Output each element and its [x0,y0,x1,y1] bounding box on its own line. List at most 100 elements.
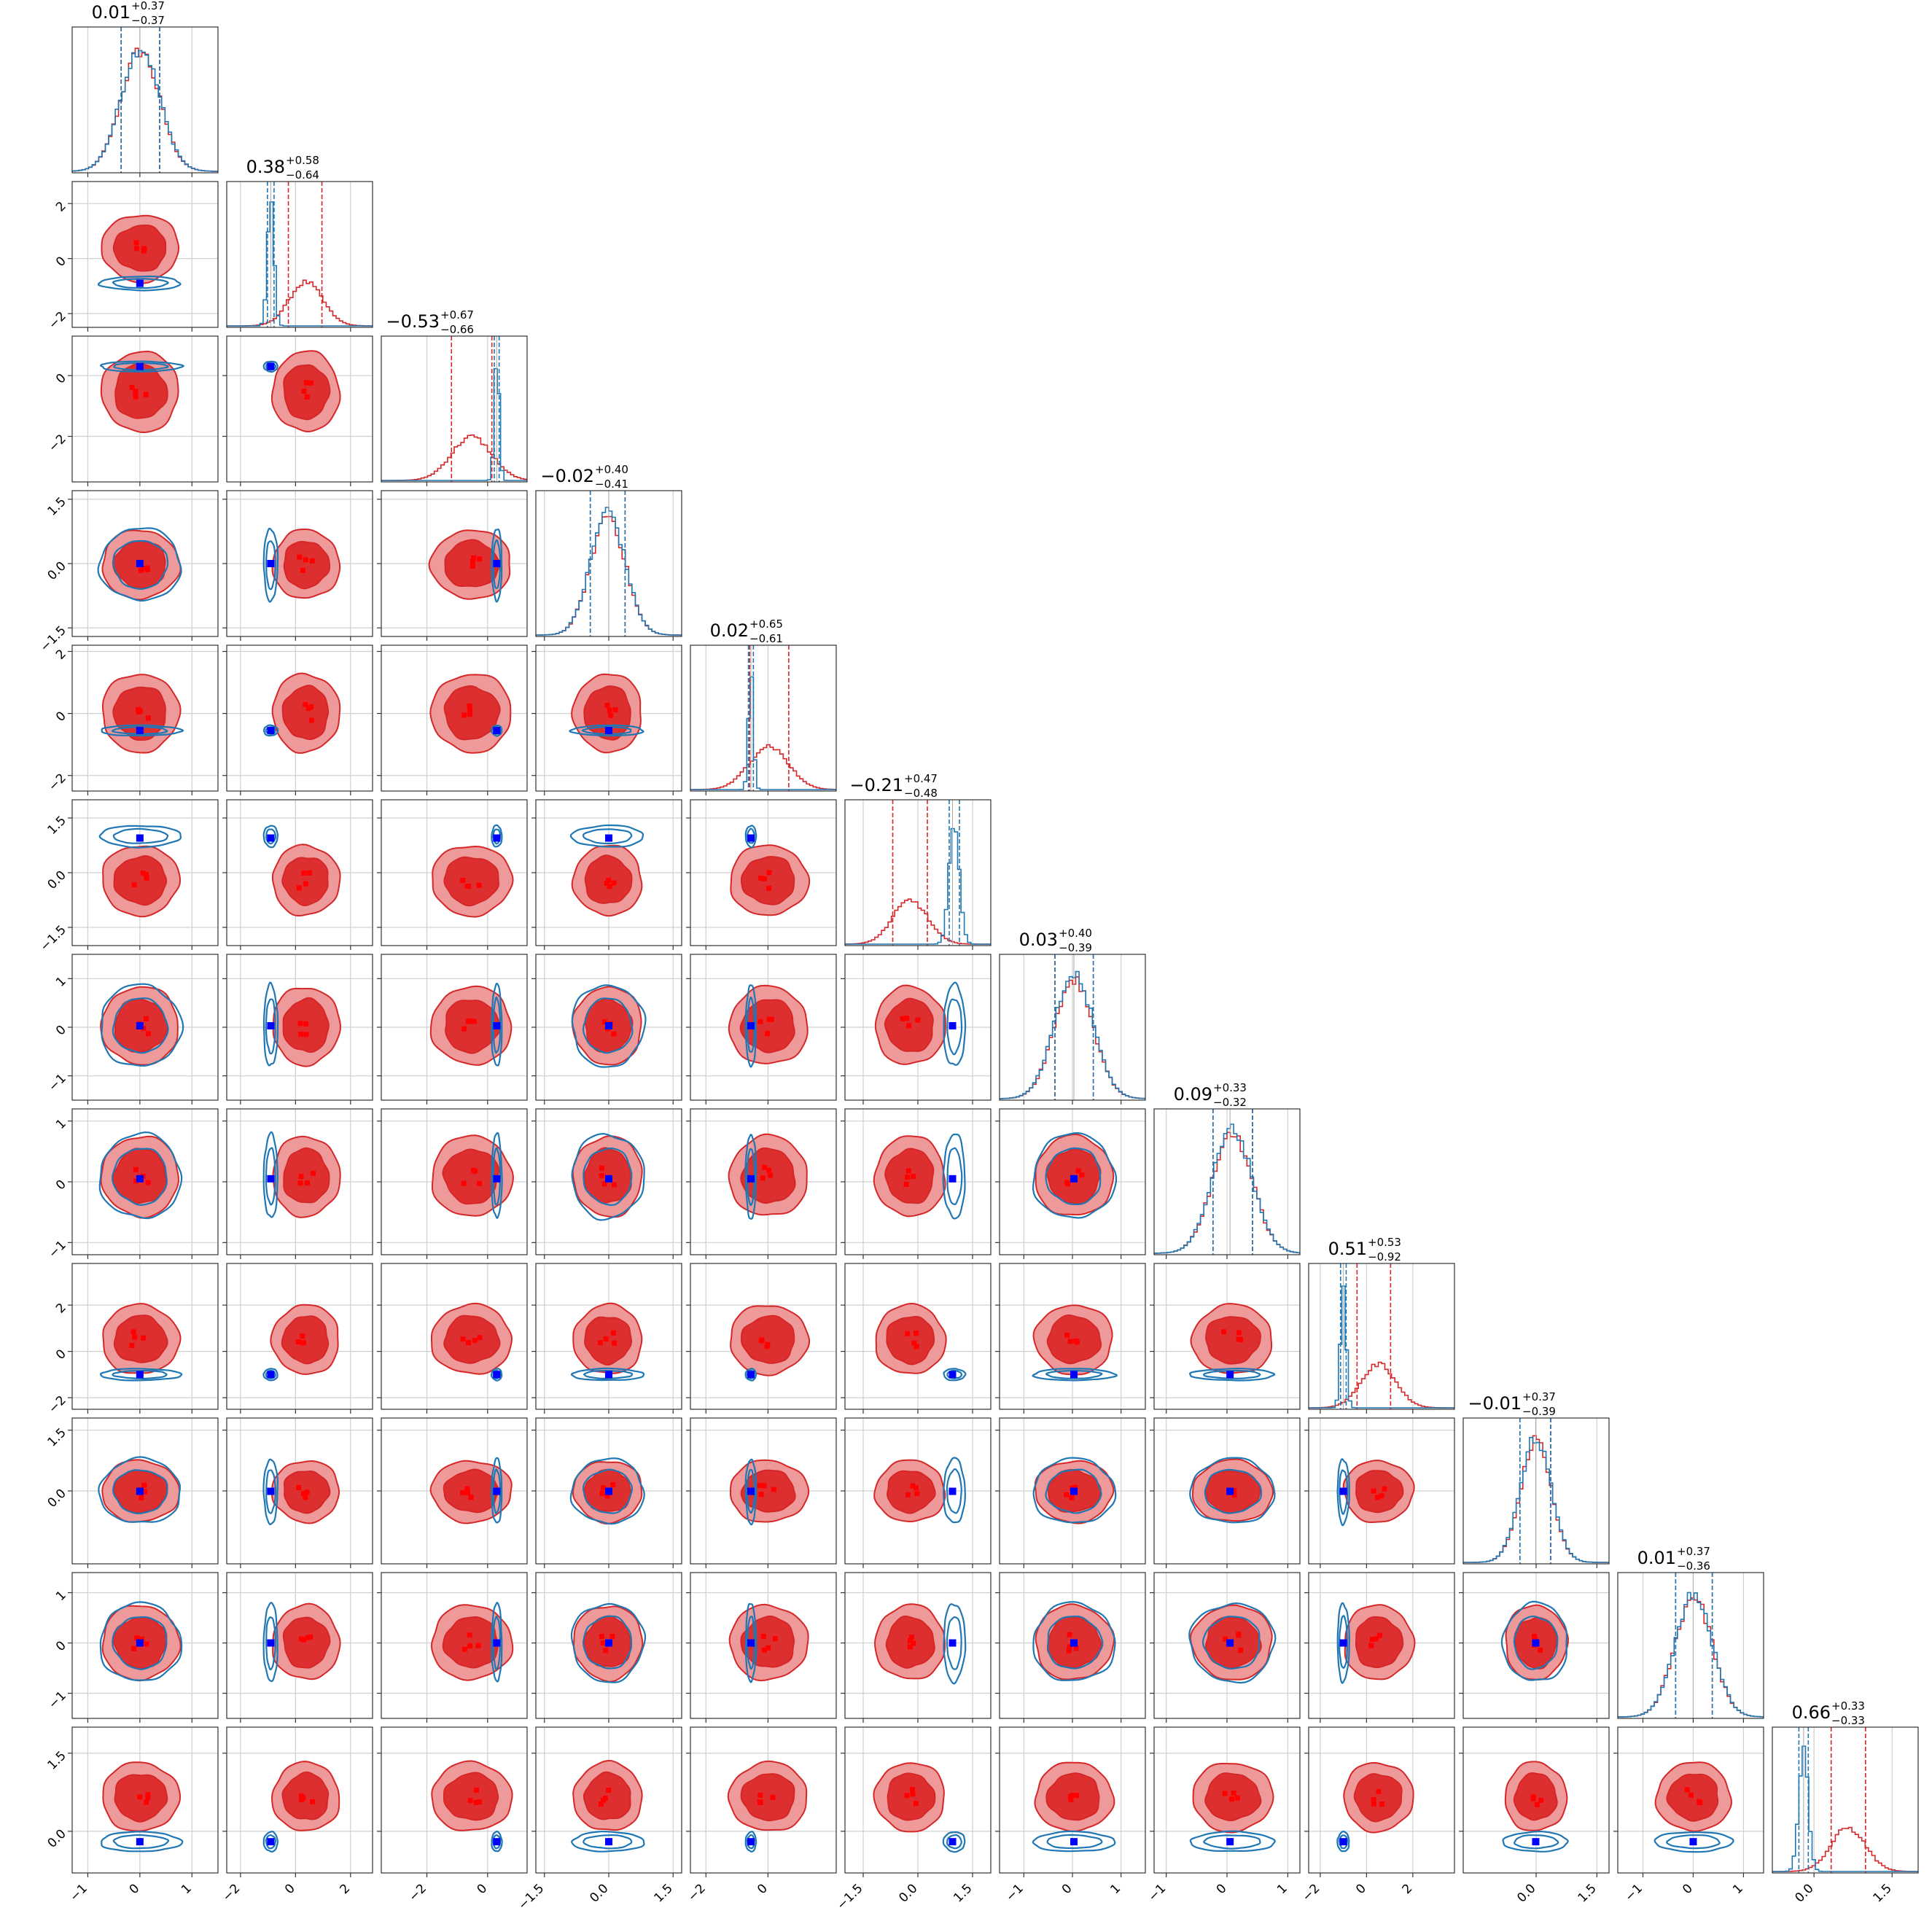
red-marker [308,380,314,386]
blue-contour-inner [583,1147,633,1207]
contour-panel-11-3: −1.5 0.0 1.5 [515,1726,682,1913]
red-marker [464,1486,470,1492]
blue-contour-inner [111,1148,168,1207]
title-minus: −0.48 [904,787,938,800]
title-plus: +0.53 [1368,1236,1401,1249]
contour-panel-4-1 [222,644,373,795]
title-minus: −0.36 [1677,1559,1710,1573]
red-marker [467,1632,472,1638]
red-marker [1236,1632,1242,1637]
blue-contour-inner [582,1615,633,1670]
red-marker [914,1491,920,1497]
blue-contour-inner [1338,1615,1348,1669]
red-marker [461,1180,467,1186]
histogram-panel-10: 0.01 +0.37−0.36 [1617,1545,1764,1723]
red-marker [597,1340,603,1346]
truth-marker [1339,1487,1347,1495]
blue-contour-outer [491,1831,503,1853]
red-marker [138,567,144,573]
truth-marker [605,1639,612,1647]
red-marker [141,1482,147,1488]
contour-panel-7-1 [222,1108,373,1259]
blue-contour-outer [490,1457,503,1524]
title-minus: −0.39 [1059,941,1092,954]
red-marker [911,1340,917,1346]
x-tick-label: 1 [1274,1881,1290,1897]
title-minus: −0.92 [1368,1250,1401,1263]
red-marker [766,870,772,876]
blue-contour-inner [583,1834,633,1850]
title-plus: +0.37 [1522,1390,1556,1403]
panel-frame [381,335,528,483]
red-marker [603,1336,609,1342]
panel-title-7: 0.09 +0.33 −0.32 [1174,1081,1247,1109]
red-marker [910,1787,915,1793]
red-marker [604,1493,610,1499]
contour-panel-9-8 [1304,1417,1455,1568]
truth-marker [747,1371,755,1379]
blue-contour-outer [942,1133,966,1220]
y-tick-label: 0 [53,1347,69,1363]
contour-panel-6-2 [377,954,528,1105]
truth-marker [1226,1838,1234,1846]
y-tick-label: 1 [53,1588,69,1604]
red-marker [1221,1329,1227,1335]
red-marker [143,392,149,397]
red-marker [1373,1636,1379,1642]
red-marker [304,1180,310,1185]
contour-panel-8-2 [377,1263,528,1414]
contour-panel-10-7 [1150,1572,1301,1723]
blue-contour-outer [1032,1601,1116,1681]
red-marker [1075,1168,1081,1174]
red-contour-inner [740,855,795,905]
y-tick-label: −1 [46,1071,69,1094]
truth-marker [493,1175,501,1183]
title-plus: +0.67 [440,308,474,322]
blue-contour-inner [112,1469,168,1515]
red-marker [131,1329,136,1335]
blue-contour-inner [1045,1468,1102,1514]
red-marker [1371,1488,1376,1494]
contour-panel-11-2: −2 0 [377,1726,528,1904]
red-marker [300,1491,306,1497]
red-histogram [690,744,836,791]
title-plus: +0.47 [904,772,938,785]
histogram-panel-0: 0.01 +0.37 −0.37 [71,0,219,177]
red-marker [772,1636,778,1642]
truth-marker [1689,1838,1697,1846]
blue-contour-outer [569,824,644,848]
red-marker [298,1174,304,1180]
red-marker [1684,1787,1690,1793]
red-marker [144,876,149,881]
y-tick-label: 0.0 [45,559,69,583]
red-marker [1530,1794,1536,1800]
contour-panel-8-4 [686,1263,837,1414]
y-tick-label: −1 [46,1688,69,1712]
truth-marker [267,727,275,735]
red-marker [303,702,308,707]
blue-contour-outer [262,981,279,1067]
panel-frame [71,1263,219,1410]
truth-marker [605,727,612,735]
histogram-panel-5: −0.21 +0.47 −0.48 [844,772,992,950]
blue-contour-outer [570,1602,647,1683]
red-marker [134,1635,140,1641]
contour-panel-11-0: −1 0 1 0.0 1.5 [45,1726,219,1904]
panel-frame [71,181,219,328]
contour-panel-6-1 [222,954,373,1105]
x-tick-label: 0.0 [587,1881,611,1905]
red-histogram [1309,1361,1454,1409]
red-marker [612,1340,618,1346]
blue-histogram [1309,1285,1454,1409]
panel-frame [226,1726,373,1874]
red-marker [129,1343,135,1348]
panel-title-10: 0.01 +0.37−0.36 [1637,1545,1710,1573]
histogram-panel-11: 0.66 +0.33−0.33 0.0 1.5 [1772,1699,1919,1906]
x-tick-label: −1.5 [515,1881,547,1912]
x-tick-label: −1.5 [834,1881,865,1912]
truth-marker [493,834,501,842]
contour-panel-9-6 [995,1417,1146,1568]
blue-contour-outer [744,1133,757,1220]
red-marker [1072,1484,1078,1490]
y-tick-label: 0.0 [45,1487,69,1511]
